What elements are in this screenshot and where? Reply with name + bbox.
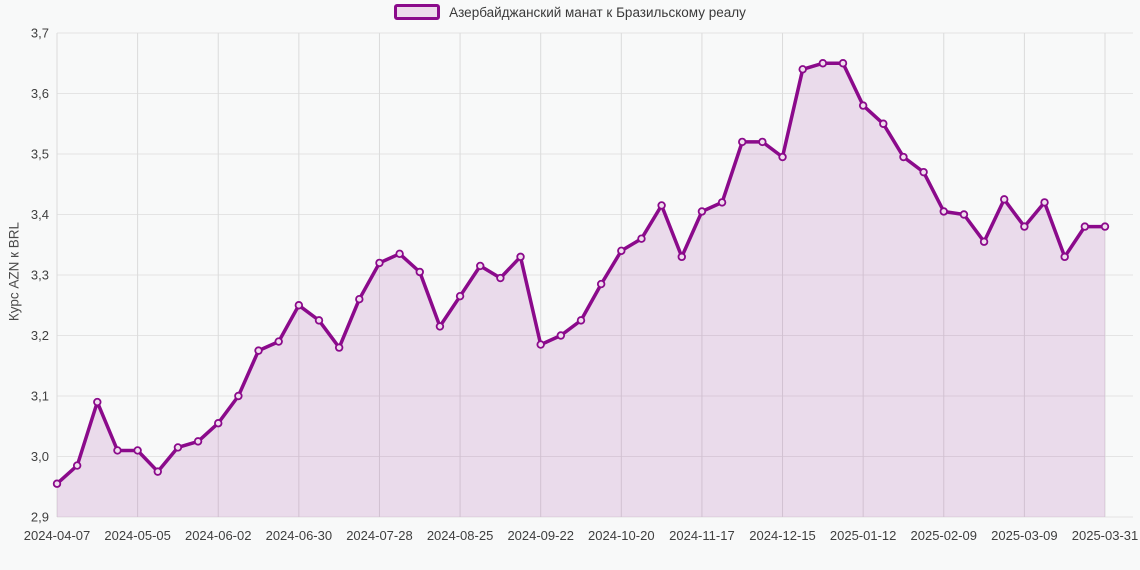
data-point-marker[interactable]: [596, 279, 606, 289]
x-tick-label: 2025-03-09: [991, 528, 1058, 543]
y-tick-label: 3,3: [31, 268, 49, 283]
data-point-marker[interactable]: [979, 237, 989, 246]
x-tick-label: 2024-06-02: [185, 528, 252, 543]
x-tick-label: 2024-08-25: [427, 528, 494, 543]
y-tick-label: 3,2: [31, 328, 49, 343]
data-point-marker[interactable]: [899, 152, 908, 162]
data-point-marker[interactable]: [556, 331, 566, 340]
data-point-marker[interactable]: [516, 252, 525, 262]
data-point-marker[interactable]: [818, 59, 828, 68]
data-point-marker[interactable]: [113, 446, 122, 455]
data-point-marker[interactable]: [314, 316, 324, 325]
x-tick-label: 2024-11-17: [669, 528, 735, 543]
x-tick-label: 2024-10-20: [588, 528, 655, 543]
data-point-marker[interactable]: [637, 234, 646, 243]
x-tick-label: 2024-07-28: [346, 528, 413, 543]
data-point-marker[interactable]: [1040, 198, 1049, 207]
y-tick-label: 3,6: [31, 86, 49, 101]
data-point-marker[interactable]: [536, 340, 545, 349]
y-tick-label: 3,7: [31, 26, 49, 41]
data-point-marker[interactable]: [234, 391, 243, 401]
data-point-marker[interactable]: [294, 301, 304, 310]
data-point-marker[interactable]: [576, 316, 586, 325]
data-point-marker[interactable]: [496, 273, 505, 283]
x-tick-label: 2024-09-22: [507, 528, 574, 543]
data-point-marker[interactable]: [758, 137, 767, 147]
data-point-marker[interactable]: [93, 397, 102, 407]
data-point-marker[interactable]: [879, 119, 888, 128]
data-point-marker[interactable]: [697, 207, 707, 216]
data-point-marker[interactable]: [1060, 252, 1069, 262]
legend-swatch: [394, 4, 441, 20]
data-point-marker[interactable]: [858, 101, 868, 110]
x-tick-label: 2024-05-05: [104, 528, 171, 543]
y-tick-label: 3,4: [31, 207, 49, 222]
data-point-marker[interactable]: [717, 198, 727, 207]
data-point-marker[interactable]: [72, 461, 82, 470]
data-point-marker[interactable]: [939, 207, 948, 216]
chart-legend[interactable]: Азербайджанский манат к Бразильскому реа…: [0, 4, 1140, 20]
data-point-marker[interactable]: [254, 346, 263, 355]
data-point-marker[interactable]: [1020, 222, 1029, 231]
y-tick-label: 3,1: [31, 389, 49, 404]
data-point-marker[interactable]: [173, 443, 183, 452]
data-point-marker[interactable]: [617, 246, 626, 255]
data-point-marker[interactable]: [435, 322, 445, 331]
data-point-marker[interactable]: [778, 152, 787, 162]
data-point-marker[interactable]: [1080, 222, 1090, 231]
y-tick-label: 3,0: [31, 449, 49, 464]
data-point-marker[interactable]: [798, 65, 807, 74]
y-tick-label: 3,5: [31, 147, 49, 162]
data-point-marker[interactable]: [476, 261, 485, 271]
legend-label: Азербайджанский манат к Бразильскому реа…: [449, 4, 746, 20]
x-tick-label: 2025-03-31: [1072, 528, 1139, 543]
data-point-marker[interactable]: [355, 295, 364, 304]
data-point-marker[interactable]: [738, 137, 747, 147]
x-tick-label: 2024-04-07: [24, 528, 91, 543]
data-point-marker[interactable]: [838, 59, 848, 68]
data-point-marker[interactable]: [1100, 222, 1110, 231]
x-tick-label: 2024-12-15: [749, 528, 816, 543]
data-point-marker[interactable]: [415, 267, 424, 277]
data-point-marker[interactable]: [375, 258, 384, 268]
x-tick-label: 2025-02-09: [911, 528, 978, 543]
data-point-marker[interactable]: [214, 419, 223, 428]
data-point-marker[interactable]: [677, 252, 686, 262]
data-point-marker[interactable]: [274, 337, 283, 346]
area-fill: [57, 63, 1105, 518]
data-point-marker[interactable]: [133, 446, 142, 455]
data-point-marker[interactable]: [455, 291, 465, 301]
data-point-marker[interactable]: [153, 467, 162, 476]
x-tick-label: 2024-06-30: [266, 528, 333, 543]
data-point-marker[interactable]: [52, 479, 62, 488]
data-point-marker[interactable]: [657, 201, 666, 210]
data-point-marker[interactable]: [395, 249, 404, 259]
data-point-marker[interactable]: [1000, 195, 1009, 204]
x-tick-label: 2025-01-12: [830, 528, 897, 543]
data-point-marker[interactable]: [919, 167, 928, 177]
data-point-marker[interactable]: [193, 437, 203, 446]
data-point-marker[interactable]: [334, 343, 344, 352]
y-tick-label: 2,9: [31, 510, 49, 525]
data-point-marker[interactable]: [959, 210, 969, 219]
